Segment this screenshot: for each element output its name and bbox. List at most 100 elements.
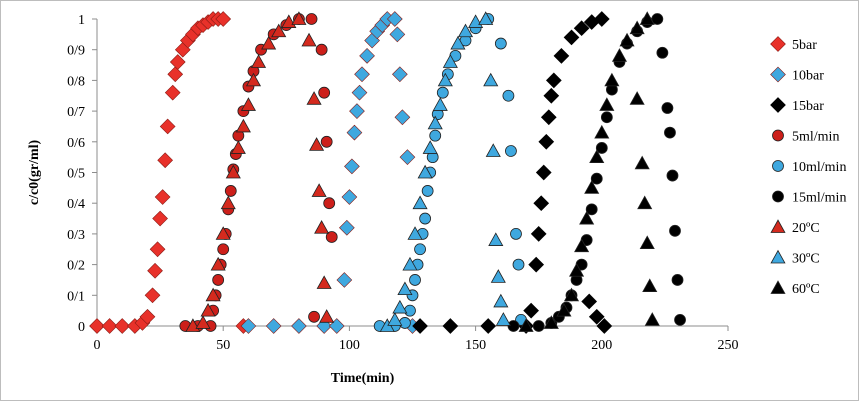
- y-tick-label: 0/1: [67, 289, 85, 304]
- data-point: [530, 226, 547, 242]
- legend-marker: [770, 280, 786, 294]
- data-point: [488, 232, 504, 246]
- data-point: [442, 318, 459, 334]
- data-point: [596, 318, 613, 334]
- data-point: [574, 238, 590, 253]
- y-tick-label: 0/8: [67, 74, 85, 89]
- legend-marker: [772, 129, 784, 142]
- data-point: [442, 54, 458, 68]
- data-point: [478, 11, 494, 25]
- data-point: [195, 315, 211, 329]
- data-point: [595, 142, 608, 154]
- data-point: [421, 185, 434, 197]
- data-point: [629, 20, 645, 35]
- data-point: [579, 210, 595, 225]
- legend-label: 10ml/min: [792, 160, 846, 175]
- data-point: [553, 47, 570, 64]
- data-point: [588, 308, 605, 325]
- data-point: [157, 152, 173, 169]
- data-point: [392, 299, 408, 314]
- data-point: [339, 219, 355, 236]
- legend-label: 10bar: [792, 69, 824, 84]
- y-tick-label: 0/2: [67, 259, 85, 274]
- data-point: [594, 124, 610, 139]
- data-point: [599, 97, 615, 111]
- legend-label: 15bar: [792, 99, 824, 114]
- data-point: [634, 155, 650, 170]
- data-point: [114, 318, 131, 334]
- data-point: [639, 11, 655, 25]
- x-tick-label: 50: [216, 338, 230, 353]
- x-tick-label: 200: [591, 338, 612, 353]
- data-point: [669, 224, 681, 237]
- data-point: [556, 302, 572, 317]
- y-tick-label: 0/3: [67, 228, 85, 243]
- data-point: [493, 293, 509, 308]
- data-point: [540, 109, 557, 126]
- legend-marker: [770, 66, 786, 83]
- data-point: [210, 256, 226, 271]
- data-point: [590, 172, 603, 185]
- data-point: [637, 195, 653, 210]
- data-point: [311, 183, 327, 197]
- data-point: [397, 281, 413, 296]
- data-point: [291, 11, 307, 25]
- data-point: [389, 26, 406, 43]
- data-point: [585, 203, 598, 216]
- x-axis-title: Time(min): [331, 371, 395, 386]
- data-point: [230, 140, 246, 154]
- data-point: [480, 318, 497, 334]
- legend-marker: [770, 219, 786, 233]
- x-tick-label: 100: [339, 338, 360, 353]
- data-point: [225, 164, 241, 179]
- data-point: [308, 310, 320, 323]
- data-point: [483, 72, 499, 87]
- data-point: [341, 189, 358, 205]
- data-point: [261, 35, 277, 50]
- data-point: [422, 140, 438, 154]
- data-point: [319, 309, 335, 323]
- data-point: [490, 269, 506, 283]
- data-point: [271, 23, 287, 38]
- y-tick-label: 1: [78, 13, 85, 28]
- data-point: [320, 135, 333, 148]
- data-point: [436, 86, 449, 99]
- legend-marker: [770, 249, 786, 264]
- data-point: [323, 197, 336, 210]
- data-point: [661, 102, 674, 114]
- data-point: [573, 20, 590, 37]
- data-point: [412, 195, 428, 210]
- data-point: [674, 313, 686, 326]
- data-point: [169, 54, 186, 70]
- data-point: [147, 262, 163, 279]
- data-point: [642, 278, 658, 292]
- data-point: [457, 23, 474, 38]
- data-point: [387, 312, 403, 326]
- data-point: [394, 109, 411, 126]
- data-point: [336, 272, 353, 288]
- legend-marker: [772, 190, 784, 203]
- data-point: [89, 318, 105, 334]
- data-point: [407, 226, 423, 240]
- data-point: [205, 287, 221, 302]
- data-point: [666, 169, 679, 182]
- legend-label: 5ml/min: [792, 130, 839, 145]
- data-point: [512, 258, 525, 271]
- data-point: [619, 32, 635, 47]
- data-point: [581, 293, 598, 310]
- data-point: [314, 220, 330, 234]
- data-point: [217, 243, 230, 256]
- data-point: [651, 13, 664, 25]
- y-tick-label: 0/5: [67, 167, 85, 182]
- data-point: [414, 243, 426, 256]
- data-point: [432, 97, 448, 111]
- data-point: [495, 312, 511, 326]
- data-point: [159, 118, 176, 135]
- y-tick-label: 0: [78, 320, 85, 335]
- x-tick-label: 0: [94, 338, 101, 353]
- data-point: [315, 43, 328, 56]
- data-point: [399, 149, 416, 165]
- data-point: [505, 145, 517, 157]
- data-point: [535, 164, 552, 181]
